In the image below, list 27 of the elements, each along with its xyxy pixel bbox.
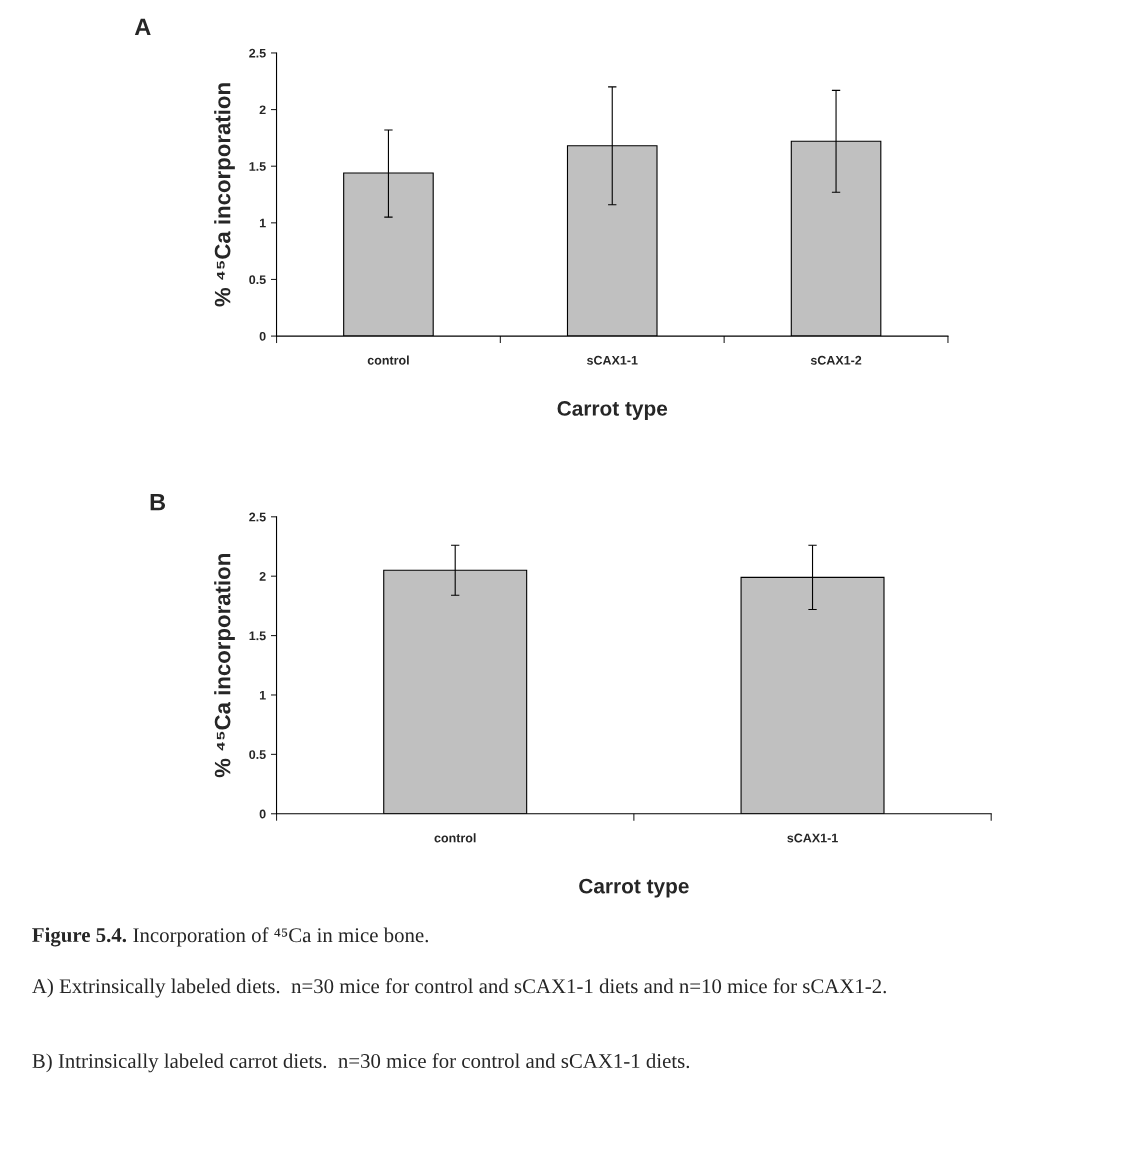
x-axis-title: Carrot type (557, 401, 668, 420)
y-tick-label: 1 (259, 690, 266, 700)
text: B (150, 494, 166, 511)
y-tick-label: 2 (259, 105, 266, 115)
y-tick-label: 0 (259, 331, 266, 341)
text: B) Intrinsically labeled carrot diets. n=30 mice for control and sCAX1-1 diets. (32, 1053, 690, 1073)
x-axis-title: Carrot type (579, 878, 689, 898)
text: Incorporation of ⁴⁵Ca in mice bone. (133, 927, 429, 947)
caption: Figure 5.4. (32, 927, 127, 947)
text: A (134, 18, 151, 35)
x-tick-label: control (434, 833, 476, 843)
y-tick-label: 0 (259, 809, 266, 819)
x-tick-label: sCAX1-2 (810, 355, 862, 365)
y-tick-label: 2.5 (249, 512, 266, 522)
y-tick-label: 1.5 (249, 162, 266, 171)
x-tick-label: sCAX1-1 (586, 355, 638, 365)
y-tick-label: 1 (259, 218, 266, 228)
y-tick-label: 2.5 (249, 48, 266, 58)
text: A) Extrinsically labeled diets. n=30 mice for control and sCAX1-1 diets and n=10 mice for sCAX1-2. (32, 978, 886, 998)
y-axis-title: % ⁴⁵Ca incorporation (214, 554, 235, 778)
x-tick-label: control (367, 355, 409, 365)
y-tick-label: 2 (259, 571, 266, 581)
y-axis-title: % ⁴⁵Ca incorporation (214, 83, 235, 307)
x-tick-label: sCAX1-1 (787, 833, 838, 843)
y-tick-label: 0.5 (249, 750, 266, 760)
y-tick-label: 0.5 (249, 275, 266, 285)
y-tick-label: 1.5 (249, 631, 266, 641)
